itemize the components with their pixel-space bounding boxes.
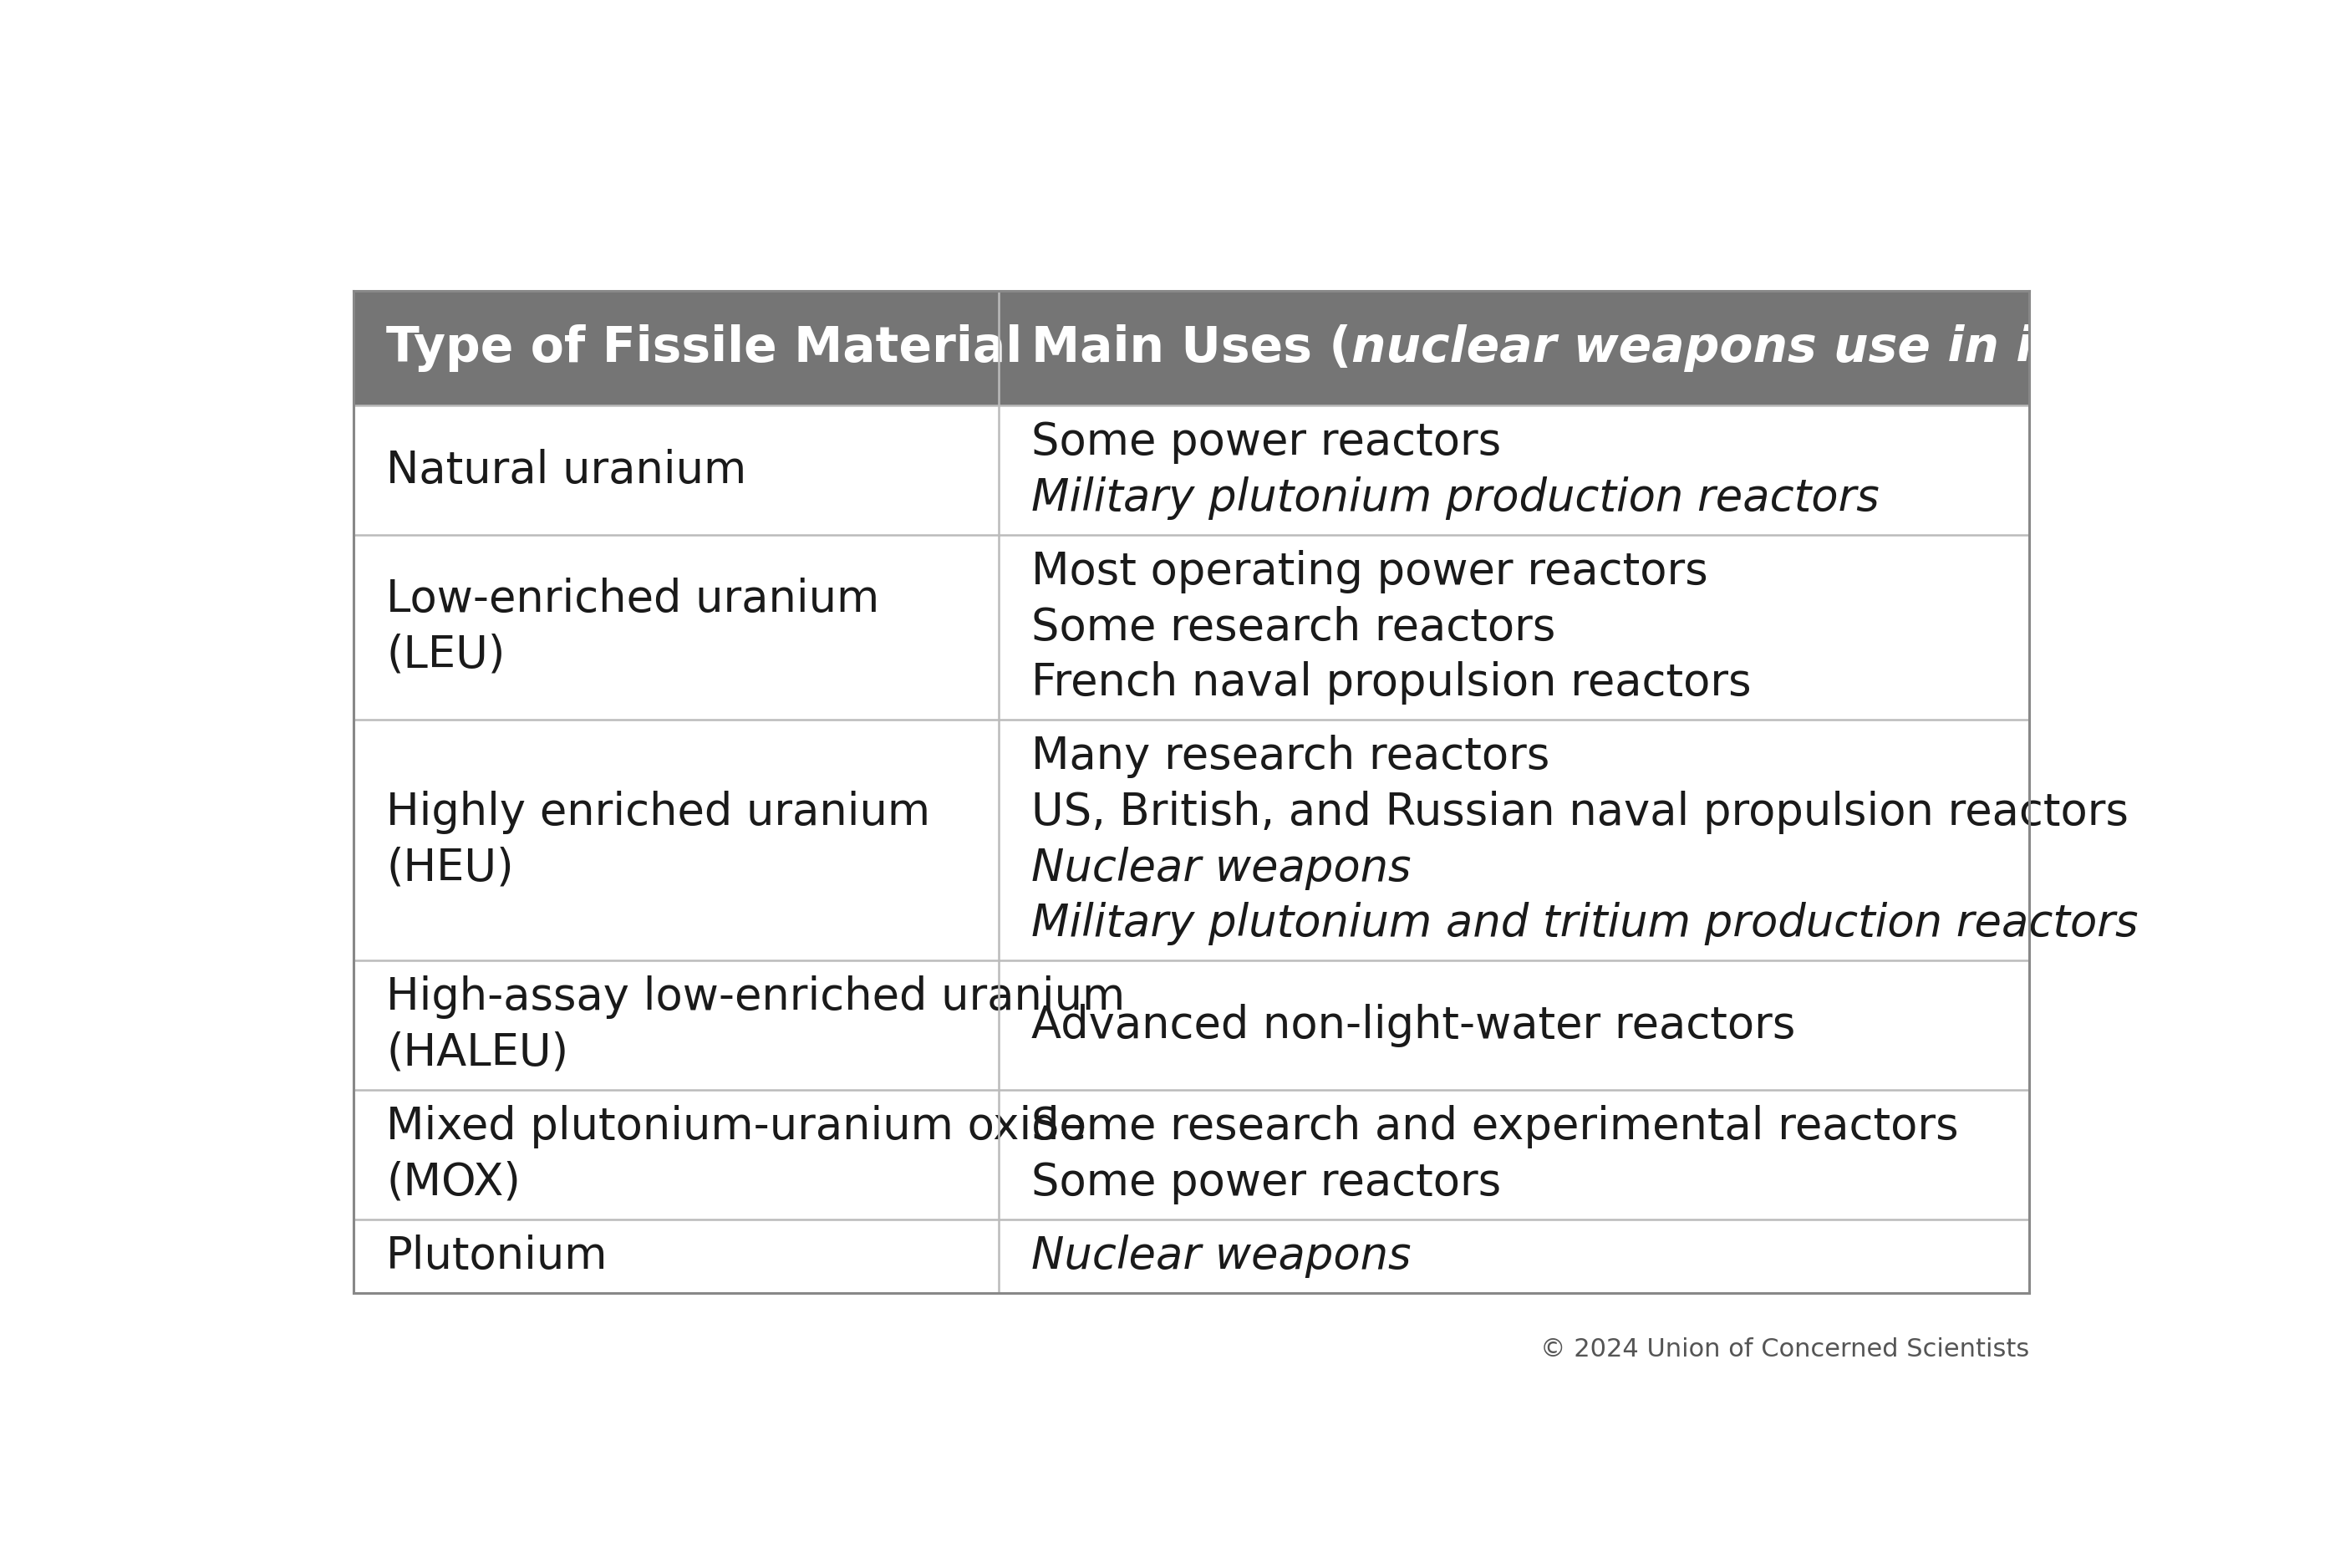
Text: Some power reactors: Some power reactors — [1032, 420, 1502, 464]
Bar — [353, 720, 2030, 961]
Text: Nuclear weapons: Nuclear weapons — [1032, 1234, 1411, 1278]
Text: Some research reactors: Some research reactors — [1032, 605, 1555, 649]
Text: Many research reactors: Many research reactors — [1032, 735, 1551, 778]
Text: French naval propulsion reactors: French naval propulsion reactors — [1032, 662, 1751, 704]
Text: ): ) — [2181, 325, 2202, 372]
Text: Military plutonium and tritium production reactors: Military plutonium and tritium productio… — [1032, 902, 2139, 946]
Text: Some power reactors: Some power reactors — [1032, 1160, 1502, 1204]
Bar — [353, 406, 2030, 535]
Text: (LEU): (LEU) — [386, 633, 505, 677]
Text: Highly enriched uranium: Highly enriched uranium — [386, 790, 930, 834]
Text: Some research and experimental reactors: Some research and experimental reactors — [1032, 1105, 1958, 1148]
Text: Plutonium: Plutonium — [386, 1234, 609, 1278]
Text: Most operating power reactors: Most operating power reactors — [1032, 550, 1709, 593]
Text: Natural uranium: Natural uranium — [386, 448, 746, 492]
Bar — [353, 535, 2030, 720]
Text: High-assay low-enriched uranium: High-assay low-enriched uranium — [386, 975, 1125, 1019]
Text: (HALEU): (HALEU) — [386, 1032, 567, 1074]
Text: Mixed plutonium-uranium oxide: Mixed plutonium-uranium oxide — [386, 1105, 1086, 1148]
Bar — [353, 1220, 2030, 1294]
Text: nuclear weapons use in italics: nuclear weapons use in italics — [1351, 325, 2181, 372]
Text: © 2024 Union of Concerned Scientists: © 2024 Union of Concerned Scientists — [1541, 1338, 2030, 1361]
Text: Advanced non-light-water reactors: Advanced non-light-water reactors — [1032, 1004, 1795, 1047]
Text: Low-enriched uranium: Low-enriched uranium — [386, 577, 879, 621]
Text: Nuclear weapons: Nuclear weapons — [1032, 847, 1411, 889]
Text: (HEU): (HEU) — [386, 847, 514, 889]
Bar — [353, 961, 2030, 1090]
Bar — [353, 290, 2030, 406]
Text: Military plutonium production reactors: Military plutonium production reactors — [1032, 477, 1879, 519]
Bar — [353, 1090, 2030, 1220]
Text: US, British, and Russian naval propulsion reactors: US, British, and Russian naval propulsio… — [1032, 790, 2130, 834]
Text: Main Uses (: Main Uses ( — [1032, 325, 1351, 372]
Text: Type of Fissile Material: Type of Fissile Material — [386, 325, 1023, 372]
Text: (MOX): (MOX) — [386, 1160, 521, 1204]
